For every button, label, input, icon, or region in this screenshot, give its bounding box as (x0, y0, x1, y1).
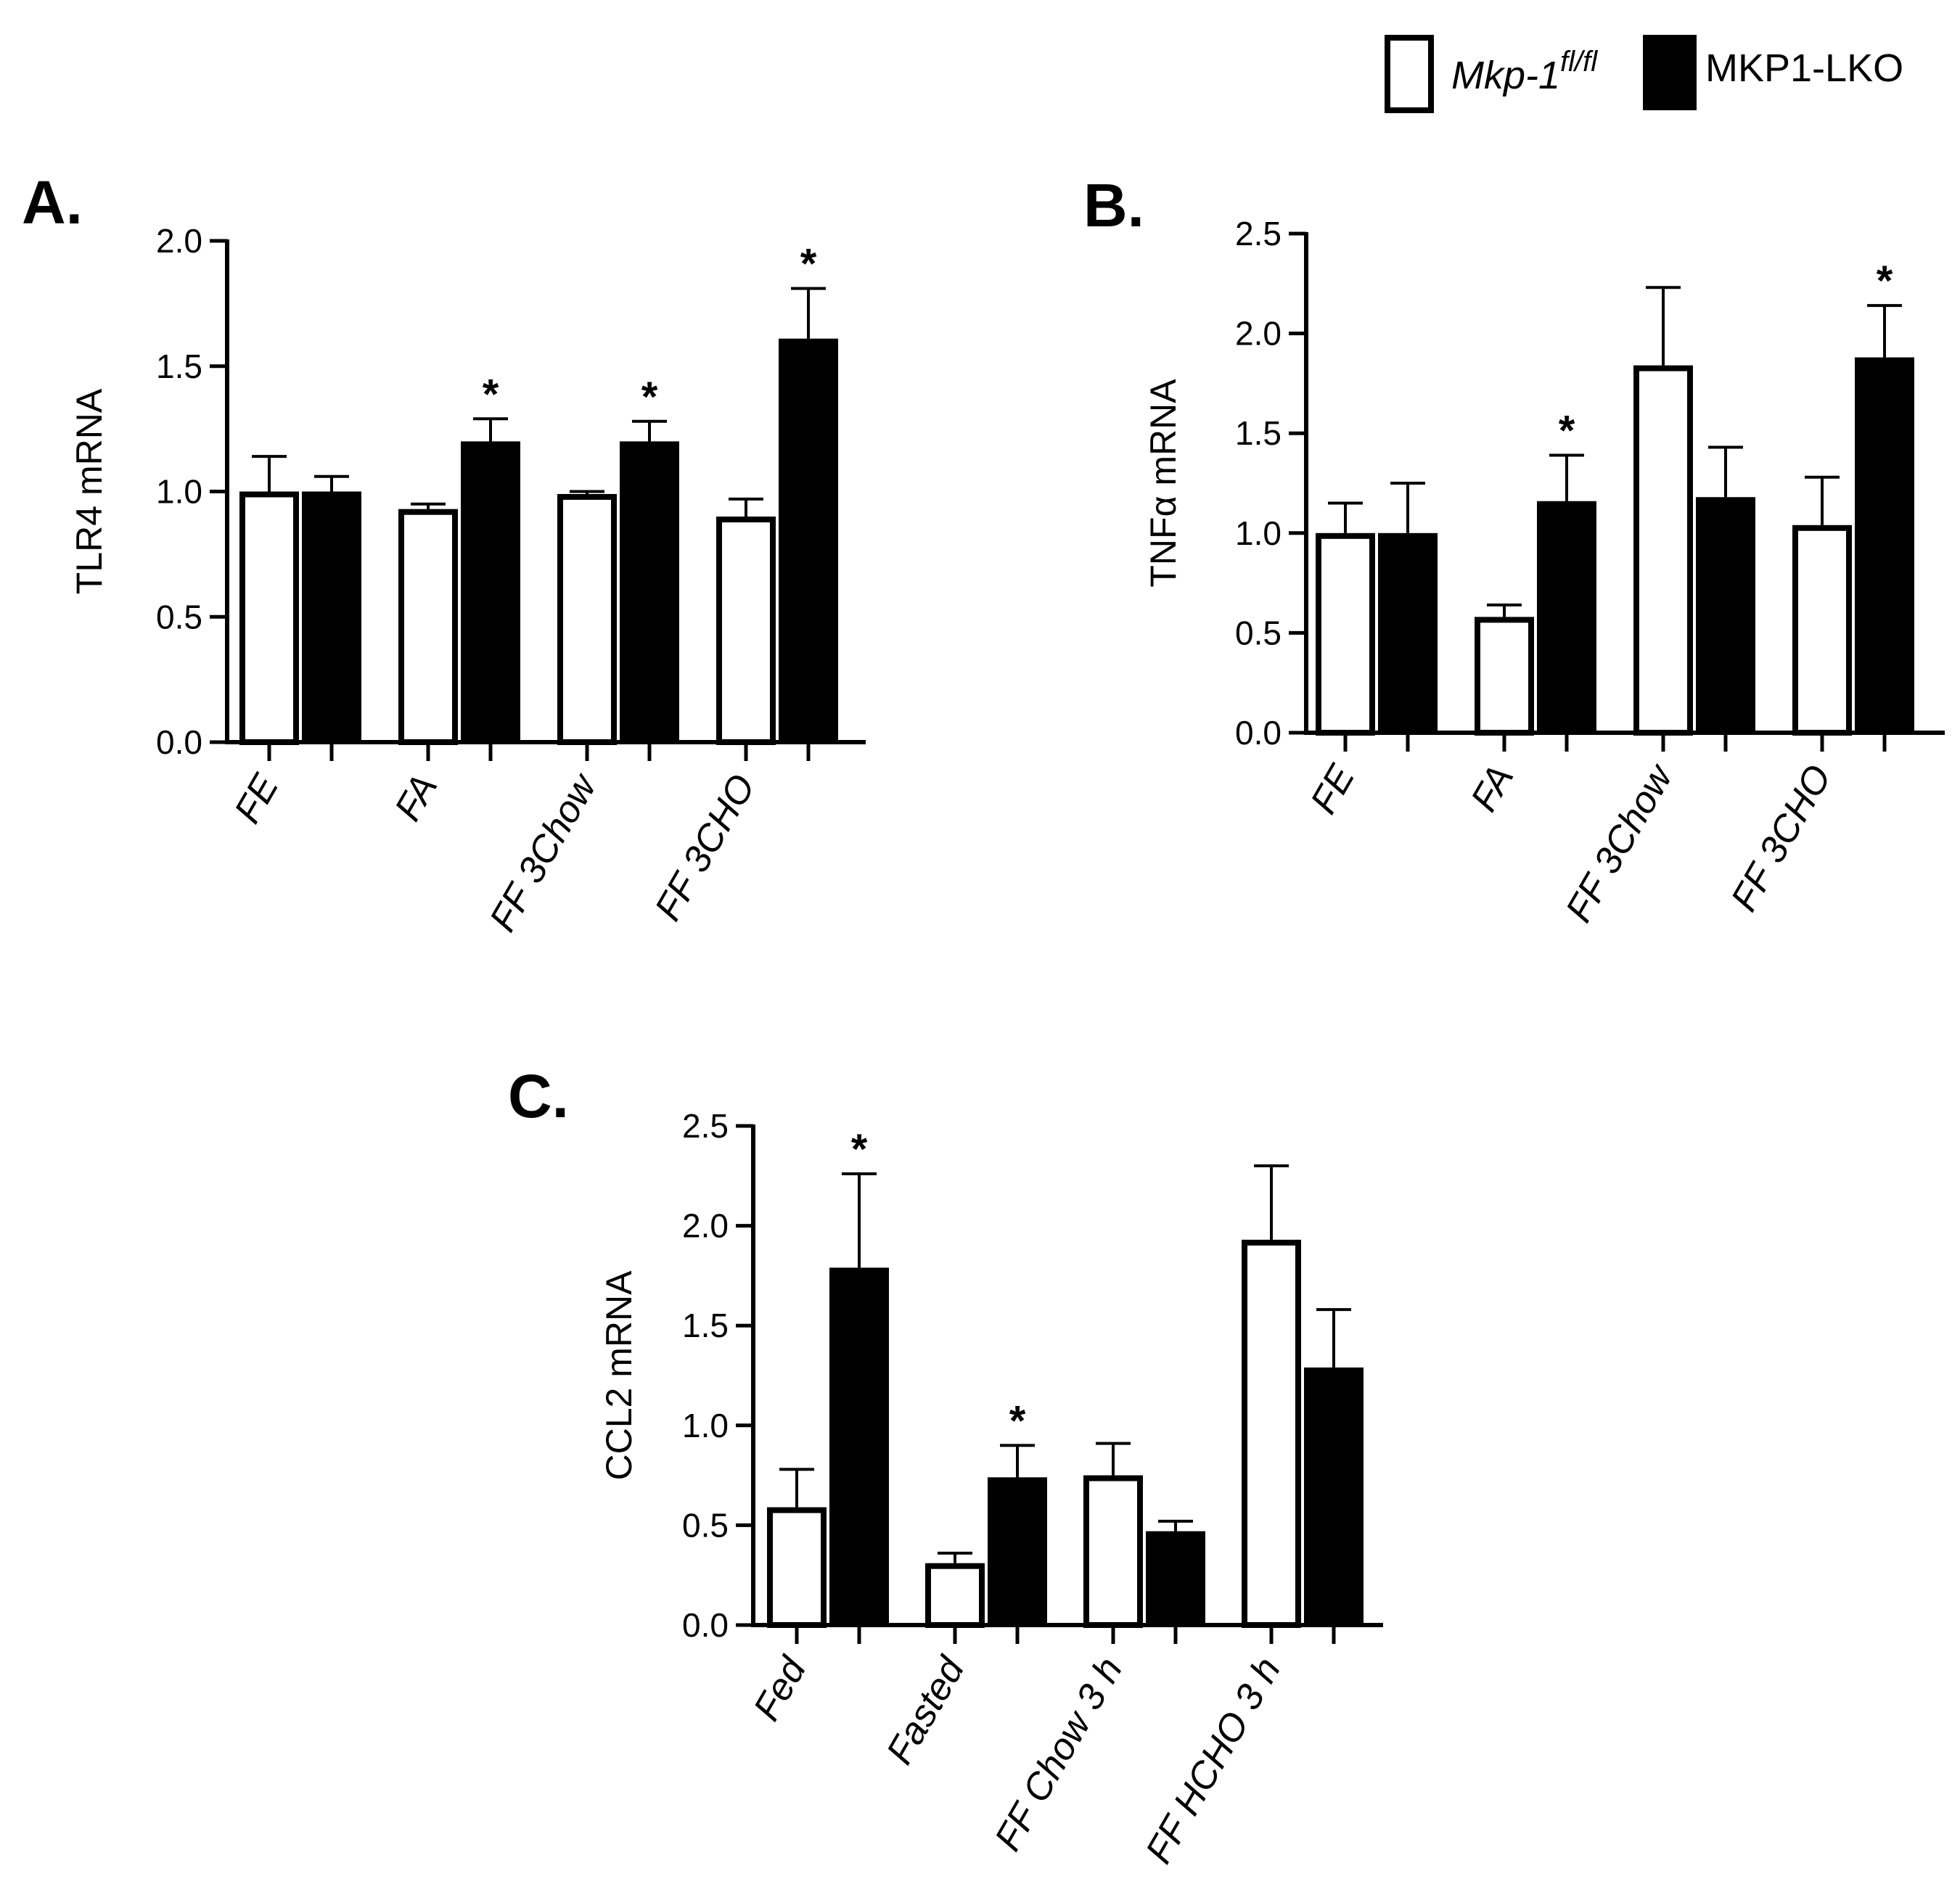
y-tick-label: 1.5 (682, 1307, 729, 1344)
bar (1304, 1367, 1364, 1625)
panel-c: C. CCL2 mRNA * * 0.0 0.5 1.0 1.5 2.0 2.5 Fed Fasted… (508, 1062, 1383, 1870)
y-tick-label: 1.5 (156, 347, 202, 385)
bar (1792, 525, 1852, 736)
bar (1242, 1239, 1301, 1628)
bar (767, 1507, 827, 1629)
significance-star: * (1877, 258, 1893, 305)
bar (925, 1563, 985, 1628)
y-tick-label: 2.5 (682, 1107, 729, 1145)
bar (988, 1477, 1047, 1625)
bar (1633, 365, 1693, 736)
panel-a: A. TLR4 mRNA * * * 0.0 0.5 1.0 1.5 2.0 FE FA FF 3Cho… (22, 168, 866, 939)
bar (557, 493, 617, 746)
bar (302, 491, 361, 742)
panel-label: C. (508, 1062, 569, 1130)
x-tick-label: FF 3Chow (482, 765, 606, 939)
y-tick-label: 2.0 (1235, 315, 1282, 353)
legend-label-open: Mkp-1fl/fl (1451, 46, 1598, 97)
significance-star: * (1559, 407, 1575, 454)
y-axis-label: TNFα mRNA (1143, 379, 1184, 588)
x-tick-label: FE (1303, 757, 1364, 821)
bar (829, 1267, 889, 1625)
bar (398, 509, 458, 745)
y-axis-label: CCL2 mRNA (599, 1270, 639, 1481)
y-axis-label: TLR4 mRNA (69, 388, 110, 594)
legend: Mkp-1fl/fl MKP1-LKO (1385, 35, 1903, 113)
y-tick-label: 0.0 (156, 723, 202, 761)
y-tick-label: 0.0 (682, 1606, 729, 1644)
x-tick-label: FF 3CHO (647, 768, 763, 928)
bar (1146, 1531, 1205, 1625)
panel-b: B. TNFα mRNA * * 0.0 0.5 1.0 1.5 2.0 2.5 FE FA FF 3C… (1083, 171, 1945, 929)
significance-star: * (641, 374, 658, 421)
y-tick-label: 1.0 (682, 1407, 729, 1444)
y-tick-label: 0.5 (156, 598, 202, 636)
y-tick-label: 0.0 (1235, 714, 1282, 752)
significance-star: * (800, 241, 817, 288)
bar (1475, 617, 1534, 736)
x-tick-label: Fed (745, 1649, 815, 1727)
bar (779, 338, 838, 742)
bar (1696, 497, 1755, 733)
x-tick-label: FE (226, 767, 287, 831)
bar (1855, 357, 1914, 733)
y-tick-label: 2.0 (682, 1207, 729, 1245)
x-tick-label: FF 3Chow (1558, 756, 1682, 929)
x-tick-label: FF Chow 3 h (987, 1650, 1131, 1858)
y-tick-label: 1.0 (1235, 514, 1282, 552)
x-tick-label: FA (1463, 758, 1522, 818)
bar (1316, 532, 1375, 736)
bar (620, 441, 679, 742)
bar (716, 517, 776, 745)
y-tick-label: 0.5 (682, 1506, 729, 1544)
panel-label: A. (22, 168, 83, 237)
panel-label: B. (1083, 171, 1144, 239)
bar (239, 491, 299, 745)
legend-swatch-open (1385, 35, 1434, 113)
y-tick-label: 2.0 (156, 222, 202, 260)
legend-swatch-filled (1643, 35, 1697, 110)
x-tick-label: FA (387, 768, 446, 828)
significance-star: * (851, 1126, 868, 1173)
x-tick-label: FF 3CHO (1723, 758, 1840, 918)
y-tick-label: 0.5 (1235, 614, 1282, 651)
bar (1083, 1475, 1143, 1628)
legend-label-filled: MKP1-LKO (1705, 46, 1903, 90)
significance-star: * (483, 371, 499, 418)
bar (1378, 532, 1438, 733)
y-tick-label: 1.0 (156, 473, 202, 511)
y-tick-label: 1.5 (1235, 414, 1282, 452)
x-tick-label: FF HCHO 3 h (1138, 1650, 1289, 1870)
significance-star: * (1009, 1397, 1026, 1444)
bar (1537, 501, 1596, 733)
x-tick-label: Fasted (879, 1649, 974, 1771)
y-tick-label: 2.5 (1235, 215, 1282, 252)
bar (461, 441, 520, 742)
